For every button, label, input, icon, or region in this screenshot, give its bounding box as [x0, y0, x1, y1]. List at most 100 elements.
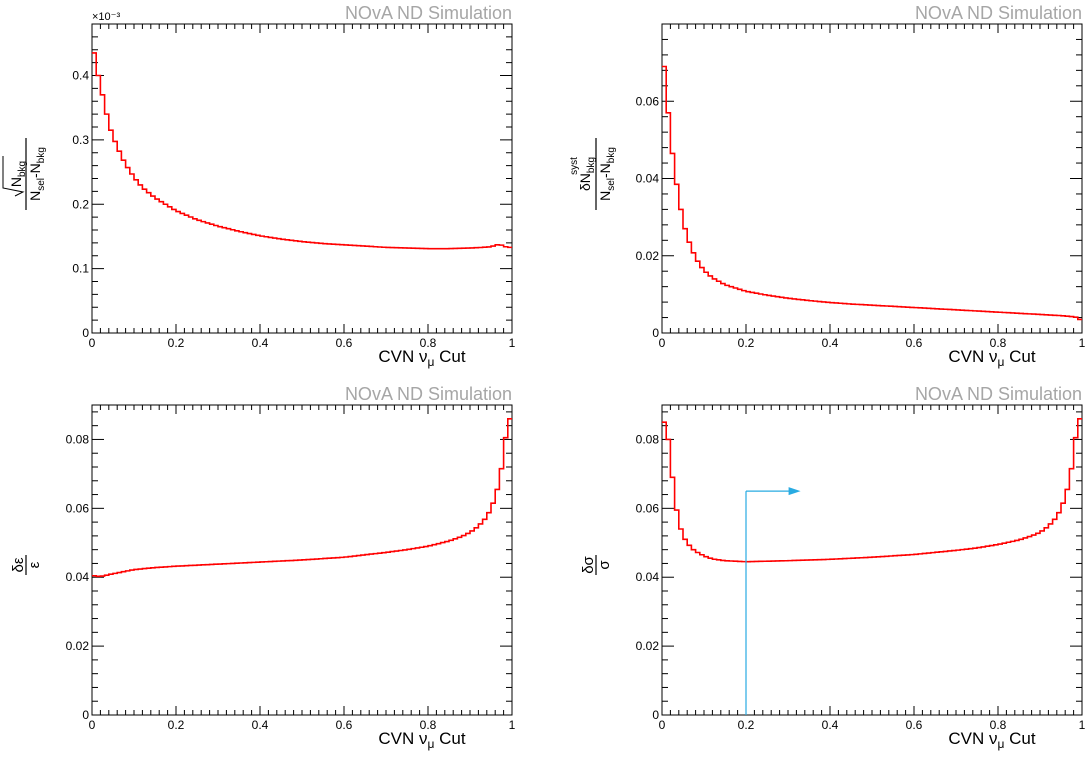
panel-title: NOvA ND Simulation	[345, 384, 512, 404]
x-tick-label: 0.8	[990, 336, 1007, 350]
y-axis-label: δσ σ	[580, 555, 613, 575]
x-tick-label: 1	[1079, 336, 1086, 350]
y-label-text: δN	[577, 173, 593, 191]
x-label-text: CVN ν	[378, 729, 427, 748]
data-series-line	[92, 52, 512, 250]
x-axis-label: CVN νμ Cut	[378, 347, 466, 369]
x-label-text: CVN ν	[948, 729, 997, 748]
y-tick-label: 0.1	[72, 262, 89, 276]
panel-title: NOvA ND Simulation	[345, 3, 512, 23]
chart-panel-1: 0 0.2 0.4 0.6 0.8 1 0 0.1 0.2 0.3 0.4 ×10⁻³ NOvA ND …	[2, 3, 516, 369]
x-axis-label: CVN νμ Cut	[378, 729, 466, 751]
y-label-subscript: sel	[606, 178, 617, 191]
panel-title: NOvA ND Simulation	[915, 3, 1082, 23]
y-label-numerator: Nbkg	[8, 161, 28, 187]
x-label-text: CVN ν	[378, 347, 427, 366]
y-label-numerator: δNbkg	[577, 157, 597, 191]
y-label-subscript: sel	[36, 178, 47, 191]
y-label-text: N	[27, 191, 43, 201]
x-tick-label: 0.2	[738, 336, 755, 350]
y-label-denominator: Nsel-Nbkg	[597, 147, 617, 201]
y-label-numerator: δσ	[580, 555, 597, 573]
chart-panel-2: 0 0.2 0.4 0.6 0.8 1 0 0.02 0.04 0.06 NOvA ND Simul…	[569, 3, 1086, 369]
x-label-text: Cut	[434, 729, 465, 748]
x-tick-label: 0	[659, 718, 666, 732]
x-tick-label: 0.4	[822, 336, 839, 350]
panel-title: NOvA ND Simulation	[915, 384, 1082, 404]
y-label-superscript: syst	[569, 157, 580, 175]
x-label-text: CVN ν	[948, 347, 997, 366]
y-label-denominator: ε	[26, 561, 43, 568]
x-tick-label: 0.6	[906, 336, 923, 350]
y-label-text: N	[8, 177, 24, 187]
y-tick-label: 0.08	[636, 432, 660, 446]
x-axis-label: CVN νμ Cut	[948, 729, 1036, 751]
y-tick-label: 0.04	[636, 172, 660, 186]
x-axis-label: CVN νμ Cut	[948, 347, 1036, 369]
x-tick-label: 0.2	[168, 336, 185, 350]
y-tick-label: 0.06	[66, 501, 90, 515]
plot-frame	[661, 23, 1083, 334]
y-label-denominator: σ	[596, 560, 613, 570]
y-tick-label: 0.08	[66, 432, 90, 446]
y-tick-label: 0.02	[636, 249, 660, 263]
y-tick-label: 0.02	[66, 639, 90, 653]
x-tick-label: 0.4	[252, 336, 269, 350]
y-tick-label: 0	[652, 326, 659, 340]
y-label-subscript: bkg	[17, 161, 28, 177]
y-label-subscript: bkg	[36, 147, 47, 163]
cut-marker-arrowhead	[788, 487, 801, 496]
y-tick-label: 0.04	[636, 570, 660, 584]
x-tick-label: 0.6	[336, 718, 353, 732]
axis-multiplier: ×10⁻³	[92, 11, 120, 23]
x-tick-label: 0.8	[420, 336, 437, 350]
y-tick-label: 0.06	[636, 94, 660, 108]
x-tick-label: 0.2	[738, 718, 755, 732]
x-tick-label: 0	[659, 336, 666, 350]
sqrt-symbol	[2, 156, 25, 197]
x-tick-label: 1	[509, 336, 516, 350]
data-series-line	[662, 65, 1082, 321]
x-label-text: Cut	[434, 347, 465, 366]
x-tick-label: 0.8	[420, 718, 437, 732]
x-tick-label: 0	[89, 336, 96, 350]
x-tick-label: 0.8	[990, 718, 1007, 732]
x-label-text: Cut	[1004, 347, 1035, 366]
y-label-text: -N	[597, 163, 613, 178]
y-tick-label: 0.2	[72, 197, 89, 211]
plot-frame	[91, 23, 513, 334]
y-tick-label: 0	[82, 708, 89, 722]
data-series-line	[92, 417, 512, 578]
y-tick-label: 0.4	[72, 69, 89, 83]
x-tick-label: 0.2	[168, 718, 185, 732]
y-tick-label: 0.02	[636, 639, 660, 653]
y-label-text: -N	[27, 163, 43, 178]
x-tick-label: 0	[89, 718, 96, 732]
y-label-numerator: δε	[10, 557, 27, 572]
y-tick-label: 0	[82, 326, 89, 340]
x-tick-label: 1	[509, 718, 516, 732]
x-tick-label: 0.6	[336, 336, 353, 350]
y-label-denominator: Nsel-Nbkg	[27, 147, 47, 201]
x-label-subscript: μ	[998, 737, 1005, 751]
x-label-subscript: μ	[428, 737, 435, 751]
y-label-subscript: bkg	[586, 157, 597, 173]
x-label-subscript: μ	[428, 355, 435, 369]
x-label-subscript: μ	[998, 355, 1005, 369]
data-series-line	[662, 417, 1082, 563]
x-label-text: Cut	[1004, 729, 1035, 748]
chart-panel-4: 0 0.2 0.4 0.6 0.8 1 0 0.02 0.04 0.06 0.08 NOvA ND S…	[580, 384, 1086, 751]
y-label-text: N	[597, 191, 613, 201]
y-tick-label: 0.06	[636, 501, 660, 515]
x-tick-label: 0.6	[906, 718, 923, 732]
x-tick-label: 0.4	[822, 718, 839, 732]
x-tick-label: 1	[1079, 718, 1086, 732]
y-tick-label: 0	[652, 708, 659, 722]
chart-panel-3: 0 0.2 0.4 0.6 0.8 1 0 0.02 0.04 0.06 0.08 NOvA ND S…	[10, 384, 516, 751]
x-tick-label: 0.4	[252, 718, 269, 732]
y-axis-label: δε ε	[10, 555, 43, 575]
y-label-subscript: bkg	[606, 147, 617, 163]
